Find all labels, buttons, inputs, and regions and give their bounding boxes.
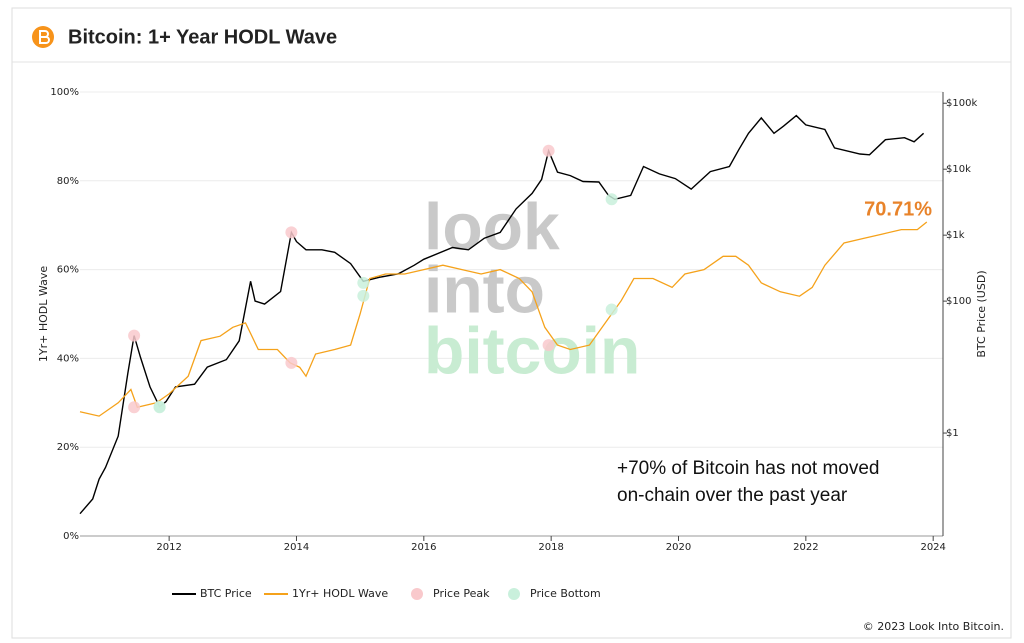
series-line — [79, 221, 928, 417]
watermark: look into bitcoin — [424, 189, 640, 387]
x-tick-label: 2018 — [538, 542, 563, 553]
card — [11, 7, 1012, 639]
annotation: on-chain over the past year — [617, 485, 848, 506]
legend-label: Price Peak — [433, 587, 490, 600]
x-tick-label: 2012 — [156, 542, 181, 553]
watermark-text: bitcoin — [424, 313, 640, 387]
legend-label: 1Yr+ HODL Wave — [292, 587, 388, 600]
series-line — [79, 114, 925, 515]
watermark-text: look — [424, 189, 560, 263]
marker — [542, 339, 555, 352]
marker — [128, 329, 141, 342]
y2-tick-label: $1 — [946, 428, 959, 439]
footer: © 2023 Look Into Bitcoin. — [863, 620, 1004, 633]
y2-tick-label: $100 — [946, 296, 971, 307]
y-tick-label: 0% — [63, 531, 79, 542]
legend-label: Price Bottom — [530, 587, 601, 600]
x-tick-label: 2022 — [793, 542, 818, 553]
y-axis-label: 1Yr+ HODL Wave — [37, 266, 50, 362]
marker — [357, 276, 370, 289]
annotation: +70% of Bitcoin has not moved — [617, 458, 879, 479]
legend-swatch — [411, 588, 423, 600]
marker — [605, 193, 618, 206]
x-tick-label: 2014 — [284, 542, 309, 553]
marker — [128, 401, 141, 414]
marker — [285, 226, 298, 239]
y2-tick-label: $1k — [946, 230, 965, 241]
y2-axis-label: BTC Price (USD) — [975, 270, 988, 357]
x-tick-label: 2020 — [666, 542, 691, 553]
bitcoin-icon-glyph — [39, 30, 50, 44]
legend-label: BTC Price — [200, 587, 252, 600]
chart-title: Bitcoin: 1+ Year HODL Wave — [68, 26, 337, 48]
y-tick-label: 80% — [57, 176, 79, 187]
x-tick-label: 2016 — [411, 542, 436, 553]
marker — [542, 144, 555, 157]
y-tick-label: 100% — [50, 87, 79, 98]
y2-tick-label: $100k — [946, 98, 977, 109]
marker — [285, 356, 298, 369]
watermark-text: into — [424, 252, 545, 326]
y-tick-label: 60% — [57, 265, 79, 276]
legend-swatch — [508, 588, 520, 600]
marker — [605, 303, 618, 316]
last-value-label: 70.71% — [864, 198, 932, 220]
y-tick-label: 40% — [57, 353, 79, 364]
marker — [357, 289, 370, 302]
y-tick-label: 20% — [57, 442, 79, 453]
x-tick-label: 2024 — [920, 542, 945, 553]
marker — [153, 400, 166, 413]
y2-tick-label: $10k — [946, 164, 971, 175]
